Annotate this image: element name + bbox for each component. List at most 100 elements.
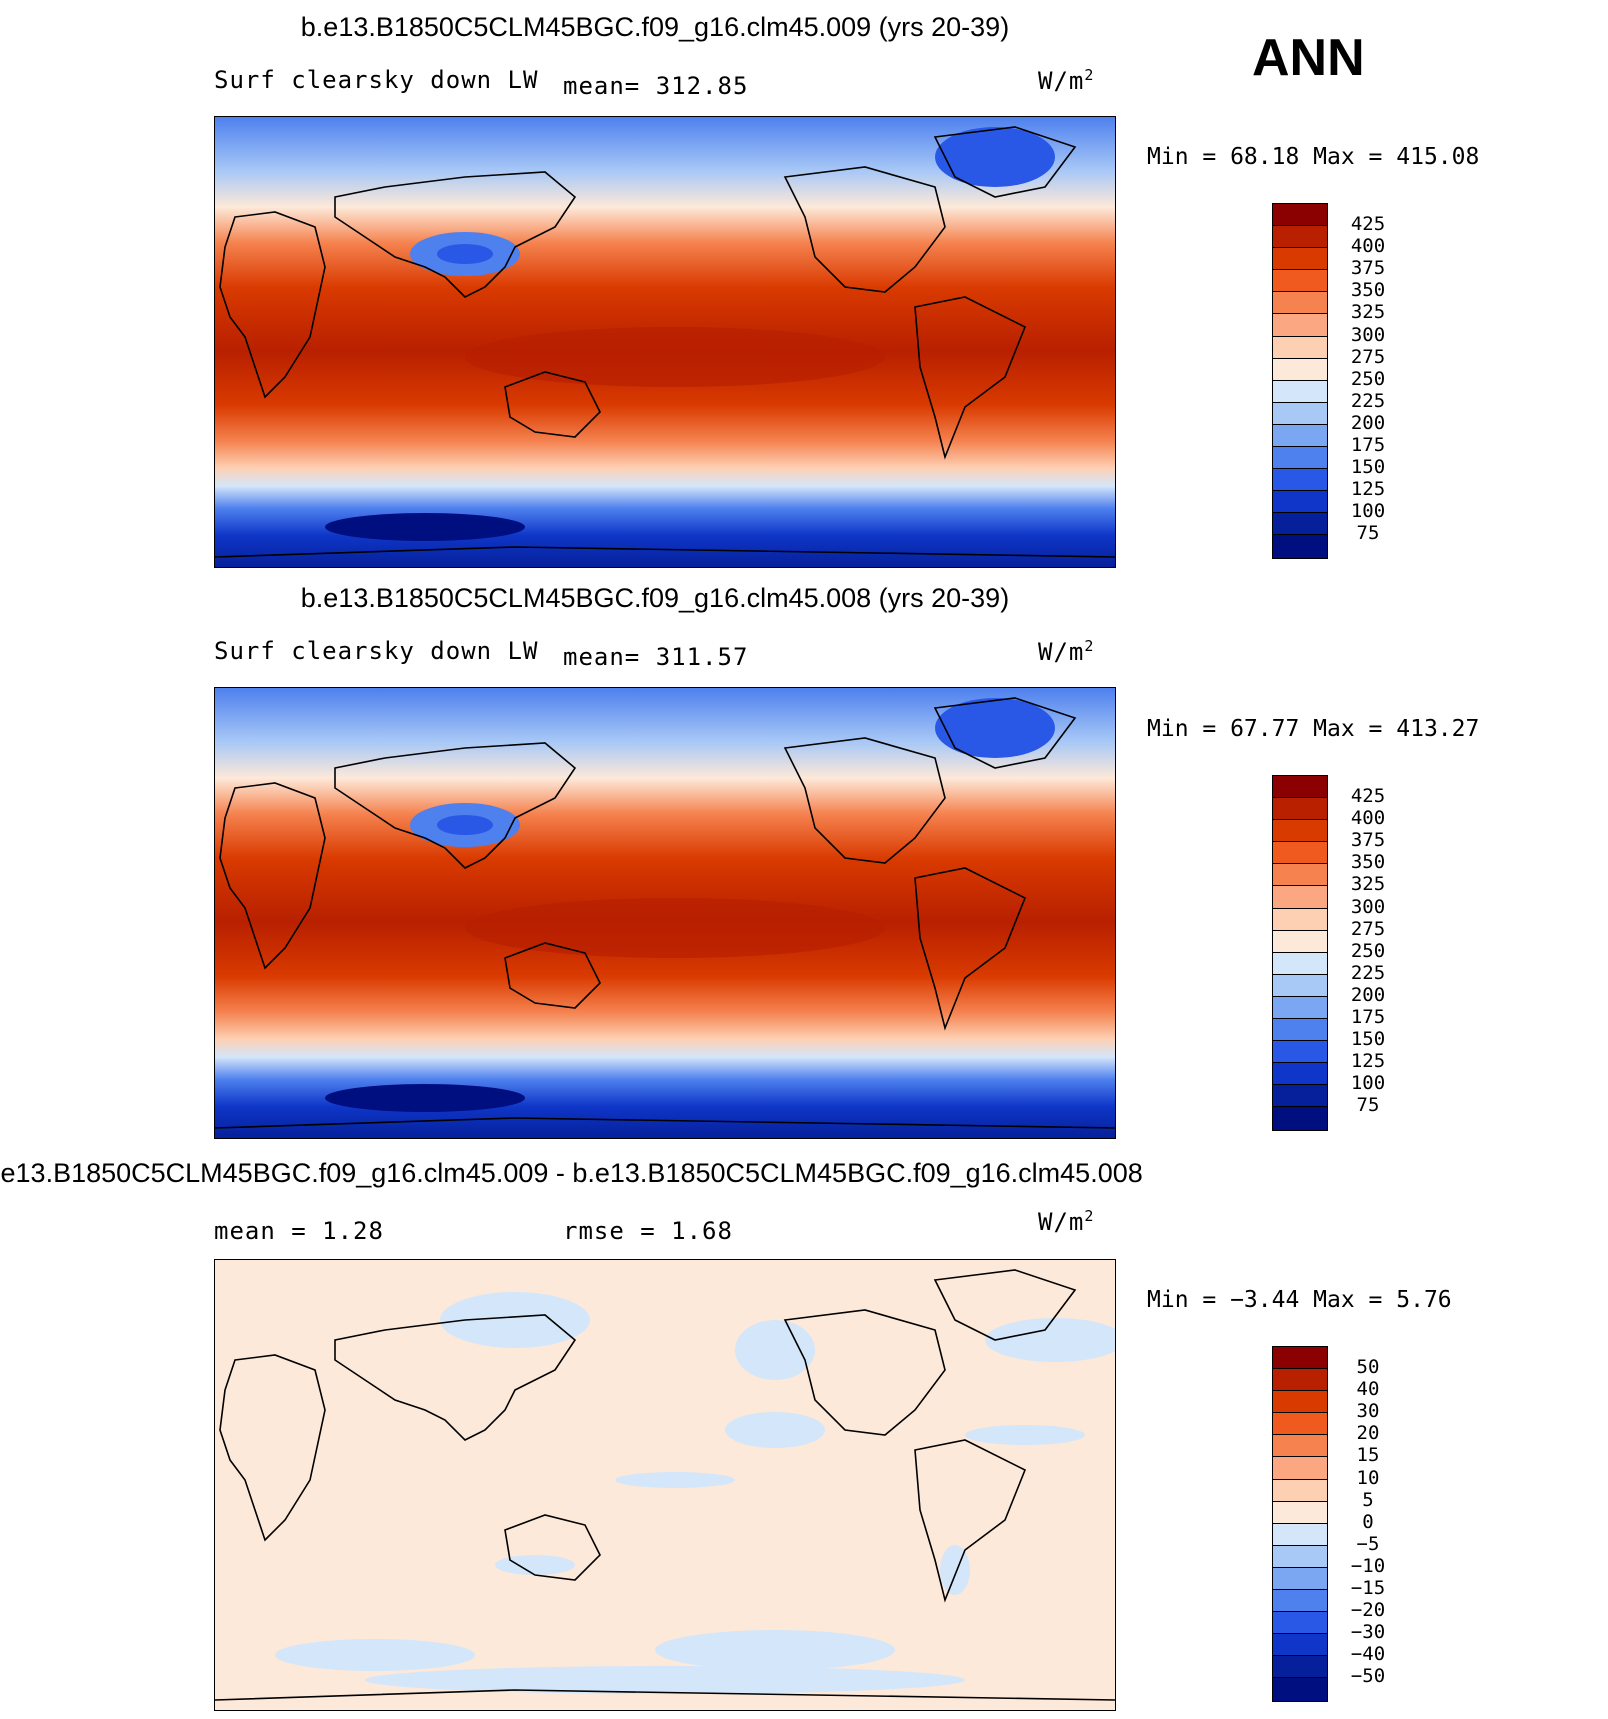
rmse-label: rmse = 1.68 xyxy=(563,1217,733,1245)
map-svg xyxy=(215,688,1115,1138)
colorbar-swatch xyxy=(1273,776,1327,799)
colorbar-swatch xyxy=(1273,1041,1327,1064)
colorbar-tick-label: 375 xyxy=(1350,829,1386,852)
colorbar-tick-label: 375 xyxy=(1350,257,1386,280)
colorbar-swatch xyxy=(1273,930,1327,953)
colorbar-tick-label: 300 xyxy=(1350,323,1386,346)
colorbar-swatch xyxy=(1273,491,1327,514)
colorbar-tick-label: 125 xyxy=(1350,1050,1386,1073)
colorbar-swatch xyxy=(1273,1678,1327,1701)
min-max-label: Min = 67.77 Max = 413.27 xyxy=(1147,716,1480,742)
colorbar-swatch xyxy=(1273,336,1327,359)
colorbar-tick-label: −5 xyxy=(1356,1532,1380,1555)
colorbar-tick-label: 100 xyxy=(1350,1072,1386,1095)
colorbar-swatch xyxy=(1273,908,1327,931)
colorbar-swatch xyxy=(1273,1391,1327,1414)
colorbar-tick-label: −10 xyxy=(1350,1554,1386,1577)
colorbar-tick-label: 40 xyxy=(1356,1378,1380,1401)
colorbar-tick-label: 350 xyxy=(1350,851,1386,874)
colorbar-tick-label: 5 xyxy=(1362,1488,1374,1511)
map-svg xyxy=(215,1260,1115,1710)
mean-label: mean= 312.85 xyxy=(563,72,749,100)
colorbar-swatch xyxy=(1273,1369,1327,1392)
colorbar-tick-label: 250 xyxy=(1350,367,1386,390)
colorbar-tick-label: 200 xyxy=(1350,411,1386,434)
colorbar-swatch xyxy=(1273,1590,1327,1613)
colorbar xyxy=(1272,203,1328,559)
colorbar-tick-label: 275 xyxy=(1350,345,1386,368)
colorbar-tick-label: −30 xyxy=(1350,1621,1386,1644)
colorbar-tick-label: 275 xyxy=(1350,917,1386,940)
colorbar-tick-label: −40 xyxy=(1350,1643,1386,1666)
variable-label: Surf clearsky down LW xyxy=(214,66,539,94)
panel-title: b.e13.B1850C5CLM45BGC.f09_g16.clm45.009 … xyxy=(0,1158,1143,1188)
colorbar-swatch xyxy=(1273,358,1327,381)
colorbar-tick-label: 225 xyxy=(1350,389,1386,412)
colorbar-tick-label: 0 xyxy=(1362,1510,1374,1533)
colorbar-swatch xyxy=(1273,314,1327,337)
colorbar-swatch xyxy=(1273,380,1327,403)
colorbar-tick-label: 150 xyxy=(1350,456,1386,479)
colorbar-swatch xyxy=(1273,952,1327,975)
colorbar-tick-label: 325 xyxy=(1350,873,1386,896)
colorbar-swatch xyxy=(1273,292,1327,315)
unit-label: W/m2 xyxy=(1038,66,1095,95)
colorbar-swatch xyxy=(1273,1612,1327,1635)
colorbar-tick-label: 150 xyxy=(1350,1028,1386,1051)
colorbar-swatch xyxy=(1273,820,1327,843)
colorbar-swatch xyxy=(1273,1435,1327,1458)
colorbar-tick-label: 100 xyxy=(1350,500,1386,523)
colorbar-tick-label: 200 xyxy=(1350,983,1386,1006)
colorbar-swatch xyxy=(1273,1457,1327,1480)
colorbar-tick-label: 400 xyxy=(1350,807,1386,830)
colorbar xyxy=(1272,1346,1328,1702)
min-max-label: Min = 68.18 Max = 415.08 xyxy=(1147,144,1480,170)
colorbar-tick-label: 15 xyxy=(1356,1444,1380,1467)
colorbar-tick-label: 350 xyxy=(1350,279,1386,302)
colorbar-swatch xyxy=(1273,1019,1327,1042)
colorbar-swatch xyxy=(1273,842,1327,865)
colorbar-swatch xyxy=(1273,1479,1327,1502)
colorbar-swatch xyxy=(1273,1501,1327,1524)
colorbar-swatch xyxy=(1273,974,1327,997)
colorbar-swatch xyxy=(1273,1413,1327,1436)
map-plot xyxy=(214,116,1116,568)
colorbar-tick-label: 75 xyxy=(1356,1094,1380,1117)
colorbar-tick-label: 400 xyxy=(1350,235,1386,258)
variable-label: Surf clearsky down LW xyxy=(214,637,539,665)
colorbar-tick-label: −50 xyxy=(1350,1665,1386,1688)
colorbar-swatch xyxy=(1273,469,1327,492)
map-plot xyxy=(214,1259,1116,1711)
colorbar-tick-label: 175 xyxy=(1350,434,1386,456)
colorbar-tick-label: 20 xyxy=(1356,1422,1380,1445)
colorbar-tick-label: 225 xyxy=(1350,961,1386,984)
season-label: ANN xyxy=(1252,29,1365,87)
colorbar-swatch xyxy=(1273,1107,1327,1130)
colorbar-swatch xyxy=(1273,402,1327,425)
colorbar-tick-label: 300 xyxy=(1350,895,1386,918)
colorbar-tick-label: 325 xyxy=(1350,301,1386,324)
colorbar-tick-label: 50 xyxy=(1356,1356,1380,1378)
colorbar-swatch xyxy=(1273,447,1327,470)
colorbar-swatch xyxy=(1273,424,1327,448)
colorbar-swatch xyxy=(1273,270,1327,293)
colorbar-tick-label: 30 xyxy=(1356,1400,1380,1423)
colorbar-swatch xyxy=(1273,204,1327,227)
colorbar-swatch xyxy=(1273,1545,1327,1568)
colorbar-tick-label: −20 xyxy=(1350,1599,1386,1622)
map-plot xyxy=(214,687,1116,1139)
panel-title: b.e13.B1850C5CLM45BGC.f09_g16.clm45.009 … xyxy=(300,12,1010,42)
colorbar-swatch xyxy=(1273,886,1327,909)
colorbar-tick-label: 75 xyxy=(1356,522,1380,545)
colorbar-swatch xyxy=(1273,1656,1327,1679)
unit-label: W/m2 xyxy=(1038,637,1095,666)
colorbar-swatch xyxy=(1273,996,1327,1020)
colorbar-swatch xyxy=(1273,1063,1327,1086)
unit-label: W/m2 xyxy=(1038,1207,1095,1236)
colorbar-tick-label: 425 xyxy=(1350,785,1386,807)
colorbar-swatch xyxy=(1273,1567,1327,1591)
colorbar xyxy=(1272,775,1328,1131)
colorbar-swatch xyxy=(1273,864,1327,887)
colorbar-swatch xyxy=(1273,1085,1327,1108)
map-svg xyxy=(215,117,1115,567)
